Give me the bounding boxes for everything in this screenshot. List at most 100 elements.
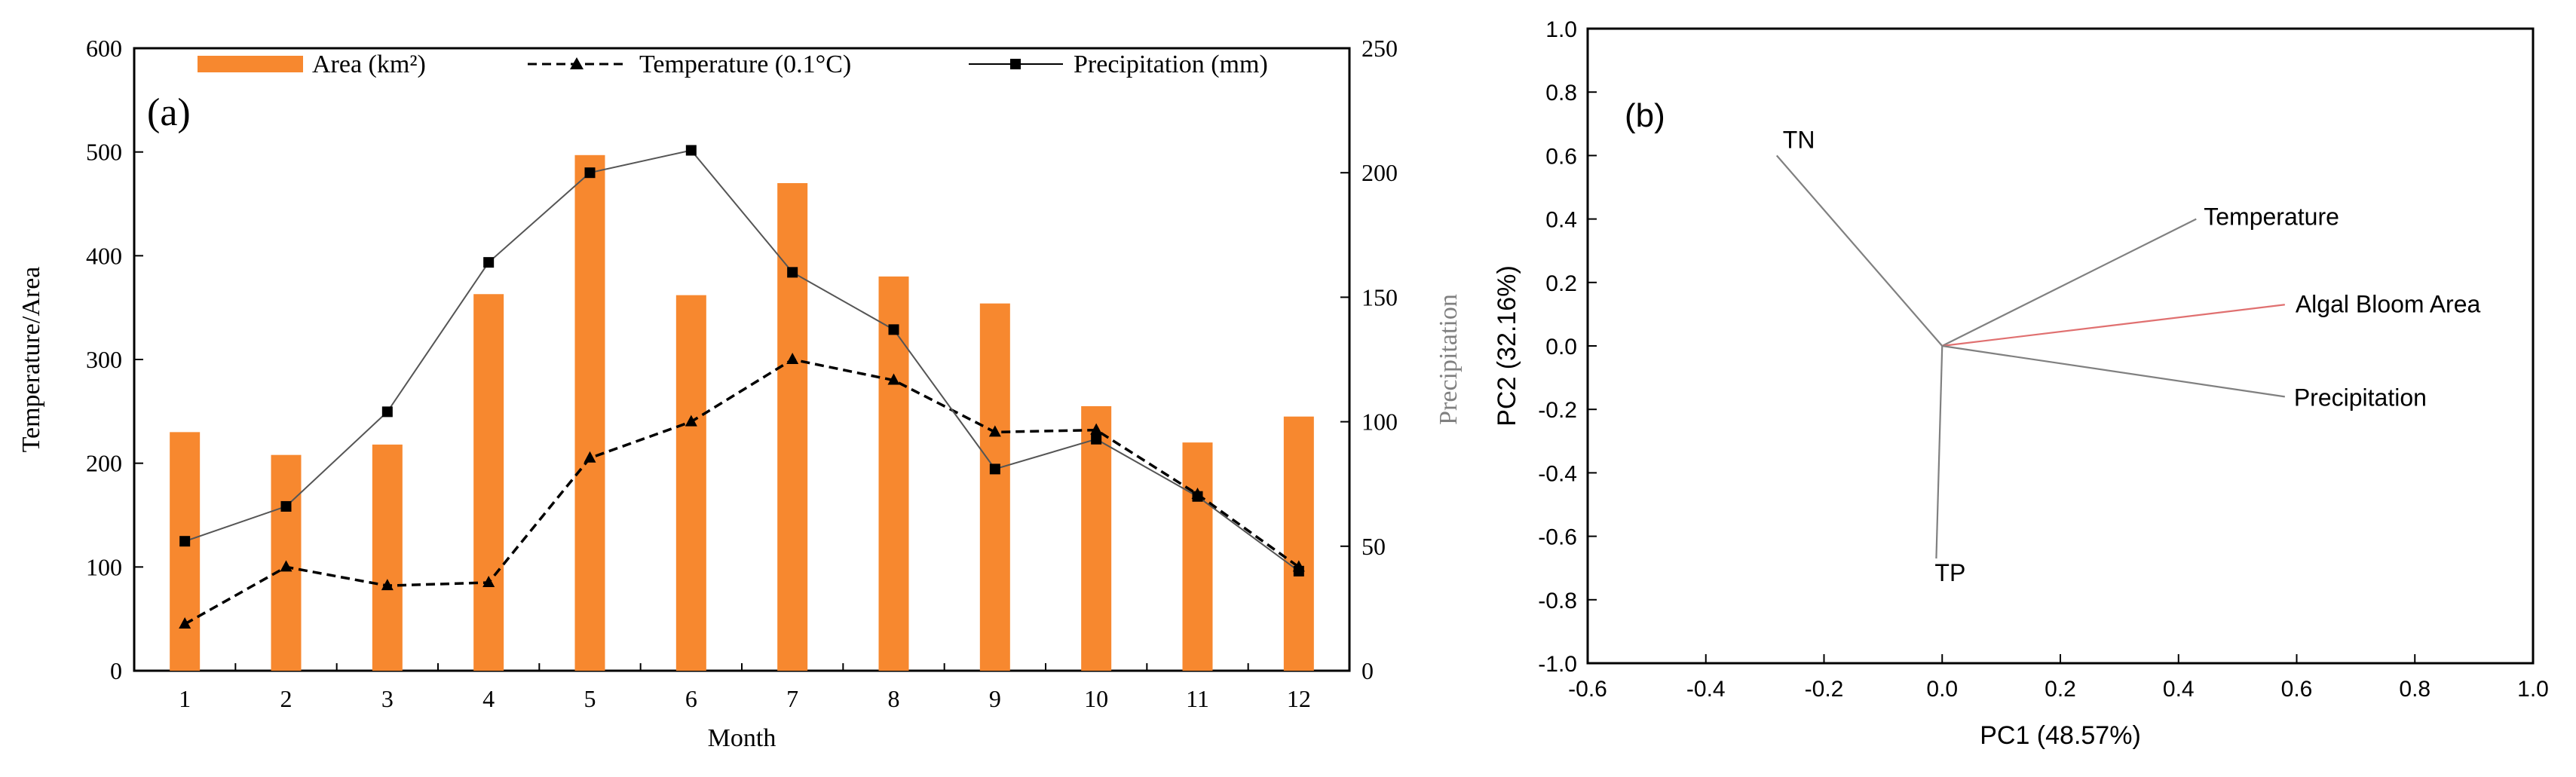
chart-a-plot-frame <box>133 47 1351 672</box>
chart-b-plot-frame <box>1586 27 2535 665</box>
chart-b-vector-algal-bloom-area <box>1942 304 2285 347</box>
chart-b-vector-tn <box>1775 154 1943 347</box>
chart-b-vector-label-tn: TN <box>1783 126 1815 153</box>
chart-a-y2tick-label: 150 <box>1362 283 1398 310</box>
chart-a-y2tick-label: 0 <box>1362 657 1374 684</box>
chart-a-precipitation-point-8 <box>888 324 899 335</box>
legend-precipitation-label: Precipitation (mm) <box>1074 50 1268 78</box>
chart-a-panel-label: (a) <box>147 91 191 134</box>
chart-a-temperature-point-3 <box>381 579 394 591</box>
chart-a-xtick-label: 8 <box>888 685 900 712</box>
chart-a-precipitation-point-7 <box>787 267 798 278</box>
chart-a-ytick-label: 200 <box>86 450 122 477</box>
chart-b-ytick-label: -0.8 <box>1538 589 1577 613</box>
chart-a-xtick-label: 1 <box>179 685 191 712</box>
chart-b-panel-label: (b) <box>1625 97 1665 134</box>
chart-b-vector-label-temperature: Temperature <box>2204 203 2339 231</box>
chart-a-temperature-point-2 <box>280 560 293 572</box>
chart-a-ytick-label: 0 <box>110 657 122 684</box>
chart-a-xtick-label: 5 <box>584 685 596 712</box>
chart-a-left-axis: 0 100 200 300 400 500 600 <box>86 35 143 684</box>
chart-b-xtick-label: -0.2 <box>1805 677 1844 702</box>
chart-a-bar-month-10 <box>1081 405 1112 671</box>
chart-b-ytick-label: -0.6 <box>1538 525 1577 550</box>
chart-a-xtick-label: 12 <box>1287 685 1311 712</box>
chart-b-ytick-label: 0.4 <box>1545 208 1577 233</box>
chart-a-bar-month-9 <box>979 303 1010 671</box>
chart-a-temperature-point-1 <box>179 617 191 629</box>
legend-temperature-marker <box>570 57 584 69</box>
chart-b-y-label: PC2 (32.16%) <box>1493 265 1521 427</box>
chart-b-xtick-label: 1.0 <box>2517 677 2549 702</box>
chart-b-xtick-label: 0.6 <box>2281 677 2313 702</box>
chart-b-xtick-label: 0.2 <box>2045 677 2076 702</box>
chart-a-xtick-label: 11 <box>1186 685 1209 712</box>
chart-a-x-axis: 1 2 3 4 5 6 7 8 9 10 11 12 <box>133 663 1311 712</box>
chart-a-x-label: Month <box>708 724 776 752</box>
chart-a-ytick-label: 600 <box>86 35 122 62</box>
chart-a-bar-month-11 <box>1182 442 1213 671</box>
chart-a-bars <box>170 154 1314 671</box>
chart-a-temperature-point-5 <box>584 451 596 463</box>
chart-b: TN Temperature Algal Bloom Area Precipitati… <box>1493 17 2549 750</box>
chart-a-precipitation-point-4 <box>483 257 495 268</box>
chart-b-xtick-label: -0.4 <box>1686 677 1726 702</box>
chart-b-ytick-label: 0.2 <box>1545 271 1577 296</box>
chart-a-precipitation-point-9 <box>989 463 1000 475</box>
chart-a-temperature-point-6 <box>685 415 697 427</box>
chart-a-y2tick-label: 100 <box>1362 408 1398 436</box>
chart-a-y2tick-label: 250 <box>1362 35 1398 62</box>
chart-b-xtick-label: 0.0 <box>1926 677 1958 702</box>
chart-b-ytick-label: 0.0 <box>1545 335 1577 359</box>
chart-b-ytick-label: 0.6 <box>1545 144 1577 169</box>
chart-b-vector-label-precipitation: Precipitation <box>2294 384 2427 411</box>
chart-b-xtick-label: 0.8 <box>2399 677 2431 702</box>
chart-a-xtick-label: 2 <box>280 685 293 712</box>
chart-a-temperature-point-4 <box>482 575 495 587</box>
legend-area-label: Area (km²) <box>312 50 426 78</box>
chart-a-precipitation-point-1 <box>179 536 191 547</box>
chart-a-ytick-label: 100 <box>86 553 122 580</box>
chart-a-precipitation-point-5 <box>584 167 596 179</box>
chart-a-precipitation-point-2 <box>280 500 292 512</box>
chart-a-legend: Area (km²) Temperature (0.1°C) Precipita… <box>198 50 1268 78</box>
chart-a-temperature-point-7 <box>786 353 799 364</box>
chart-a-ytick-label: 500 <box>86 139 122 166</box>
chart-a-xtick-label: 4 <box>482 685 495 712</box>
chart-a-temperature-point-9 <box>988 425 1001 437</box>
chart-a-bar-month-8 <box>878 276 909 671</box>
chart-a-bar-month-1 <box>170 432 201 671</box>
chart-a-y2tick-label: 50 <box>1362 533 1386 560</box>
chart-b-ytick-label: 0.8 <box>1545 81 1577 106</box>
legend-precipitation-marker <box>1010 59 1021 69</box>
chart-a-bar-month-4 <box>473 294 504 671</box>
chart-b-xtick-label: -0.6 <box>1568 677 1607 702</box>
chart-a-y-label: Temperature/Area <box>17 267 45 453</box>
chart-a-precipitation-point-10 <box>1091 433 1102 445</box>
chart-a-xtick-label: 9 <box>989 685 1001 712</box>
chart-a-temperature-point-10 <box>1090 423 1103 435</box>
chart-a-precipitation-point-11 <box>1192 491 1203 502</box>
chart-b-ytick-label: -0.4 <box>1538 461 1577 486</box>
chart-a-temperature-series <box>179 353 1305 629</box>
chart-a-precipitation-series <box>179 145 1304 577</box>
chart-a-xtick-label: 3 <box>381 685 394 712</box>
chart-b-x-label: PC1 (48.57%) <box>1980 721 2141 750</box>
chart-a-bar-month-12 <box>1283 416 1314 671</box>
chart-a-ytick-label: 300 <box>86 346 122 373</box>
chart-b-vector-label-algal-bloom-area: Algal Bloom Area <box>2296 290 2481 317</box>
chart-b-y-axis: -1.0 -0.8 -0.6 -0.4 -0.2 0.0 0.2 0.4 0.6 0.8 1.0 <box>1538 17 1597 677</box>
chart-a-right-axis: 0 50 100 150 200 250 <box>1340 35 1398 684</box>
chart-a-precipitation-point-12 <box>1293 565 1304 577</box>
chart-b-x-axis: -0.6 -0.4 -0.2 0.0 0.2 0.4 0.6 0.8 1.0 <box>1568 654 2549 702</box>
chart-b-ytick-label: -0.2 <box>1538 398 1577 423</box>
chart-a-xtick-label: 7 <box>786 685 798 712</box>
chart-b-xtick-label: 0.4 <box>2163 677 2195 702</box>
chart-b-vectors: TN Temperature Algal Bloom Area Precipitati… <box>1775 126 2481 586</box>
chart-a-temperature-point-8 <box>887 373 900 385</box>
chart-a-xtick-label: 6 <box>685 685 697 712</box>
legend-temperature-label: Temperature (0.1°C) <box>639 50 851 78</box>
chart-b-ytick-label: 1.0 <box>1545 17 1577 42</box>
